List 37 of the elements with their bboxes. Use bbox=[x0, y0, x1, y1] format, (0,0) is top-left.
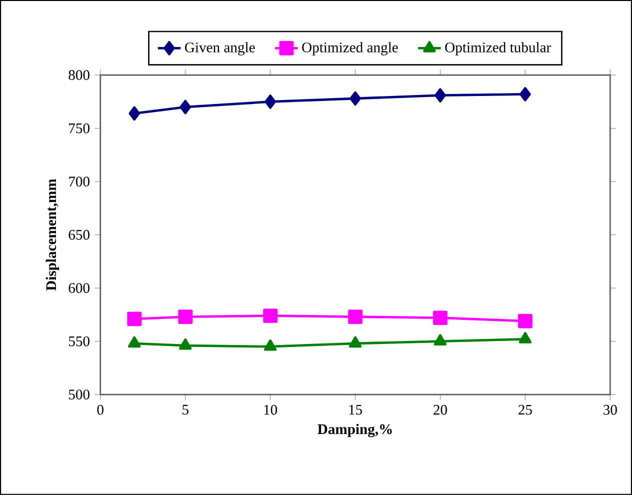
point bbox=[128, 336, 141, 348]
x-tick-label: 15 bbox=[349, 404, 362, 415]
point bbox=[178, 310, 192, 324]
point bbox=[127, 312, 142, 326]
y-tick-label: 550 bbox=[68, 336, 90, 346]
y-tick-label: 600 bbox=[68, 283, 90, 294]
point bbox=[263, 308, 278, 323]
point bbox=[264, 339, 277, 351]
x-tick-label: 25 bbox=[518, 404, 532, 415]
point bbox=[518, 332, 532, 344]
legend-label: Optimized angle bbox=[302, 42, 398, 56]
point bbox=[348, 310, 362, 324]
x-tick-label: 30 bbox=[604, 404, 617, 415]
y-tick-label: 500 bbox=[68, 390, 90, 400]
point bbox=[128, 106, 140, 121]
point bbox=[434, 88, 446, 103]
x-tick-label: 10 bbox=[264, 404, 278, 415]
x-tick-label: 0 bbox=[97, 404, 104, 415]
y-tick-label: 700 bbox=[69, 176, 90, 187]
point bbox=[518, 314, 532, 328]
point bbox=[350, 91, 361, 106]
point bbox=[520, 87, 531, 102]
point bbox=[434, 334, 447, 346]
x-tick-label: 20 bbox=[434, 404, 447, 415]
x-tick-label: 5 bbox=[182, 404, 188, 415]
point bbox=[178, 338, 192, 350]
y-tick-label: 800 bbox=[68, 70, 90, 80]
y-axis-title: Displacement,mm bbox=[46, 178, 60, 291]
point bbox=[264, 94, 276, 109]
legend-label: Optimized tubular bbox=[445, 42, 552, 56]
point bbox=[348, 336, 362, 348]
y-tick-label: 650 bbox=[68, 230, 90, 240]
point bbox=[180, 100, 191, 114]
legend-label: Given angle bbox=[185, 42, 255, 56]
point bbox=[433, 310, 448, 326]
x-axis-title: Damping,% bbox=[318, 424, 392, 438]
y-tick-label: 750 bbox=[69, 123, 90, 134]
